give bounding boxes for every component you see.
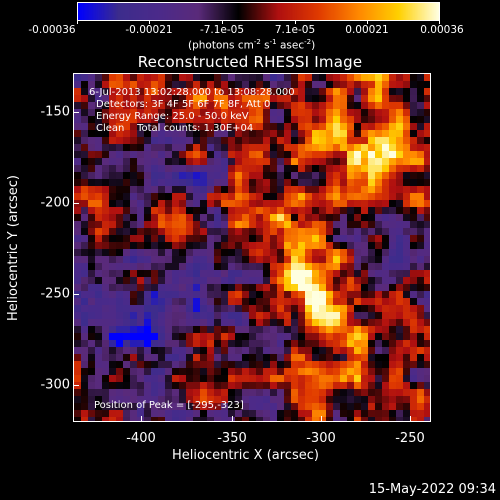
ytick-mark — [73, 385, 79, 386]
ytick-label: -150 — [40, 104, 70, 120]
xtick-label: -350 — [217, 431, 247, 446]
ytick-label: -250 — [40, 286, 70, 302]
ytick-mark — [73, 294, 79, 295]
ytick-label: -200 — [40, 195, 70, 211]
ytick-mark — [73, 112, 79, 113]
colorbar-label: -0.00021 — [125, 24, 173, 36]
xtick-mark — [410, 416, 411, 422]
colorbar-tick — [149, 20, 150, 24]
y-axis-label: Heliocentric Y (arcsec) — [6, 175, 22, 321]
info-clean: Clean Total counts: 1.30E+04 — [96, 123, 254, 134]
colorbar-label: -7.1e-05 — [199, 24, 245, 36]
colorbar-label: 0.00021 — [345, 24, 389, 36]
info-energy: Energy Range: 25.0 - 50.0 keV — [96, 111, 249, 122]
xtick-mark — [141, 416, 142, 422]
colorbar-units: (photons cm-2 s-1 asec-2) — [188, 38, 316, 52]
xtick-mark — [321, 416, 322, 422]
info-detectors: Detectors: 3F 4F 5F 6F 7F 8F, Att 0 — [96, 99, 271, 110]
xtick-label: -400 — [126, 431, 156, 446]
colorbar-tick — [222, 20, 223, 24]
ytick-mark — [73, 203, 79, 204]
colorbar-tick — [295, 20, 296, 24]
colorbar-label: 0.00036 — [420, 24, 464, 36]
colorbar-gradient — [78, 3, 439, 20]
colorbar-label: 7.1e-05 — [274, 24, 316, 36]
xtick-mark — [232, 416, 233, 422]
plot-title: Reconstructed RHESSI Image — [137, 53, 363, 71]
colorbar-label: -0.00036 — [28, 24, 76, 36]
peak-position: Position of Peak = [-295,-323] — [94, 400, 244, 411]
colorbar-tick — [367, 20, 368, 24]
timestamp: 15-May-2022 09:34 — [368, 482, 496, 497]
image-plot[interactable]: 6-Jul-2013 13:02:28.000 to 13:08:28.000 … — [73, 73, 431, 422]
xtick-label: -250 — [395, 431, 425, 446]
heatmap-image — [74, 74, 430, 421]
x-axis-label: Heliocentric X (arcsec) — [172, 448, 319, 463]
colorbar — [77, 2, 440, 21]
ytick-label: -300 — [40, 377, 70, 393]
colorbar-tick — [439, 20, 440, 24]
info-time-range: 6-Jul-2013 13:02:28.000 to 13:08:28.000 — [89, 87, 295, 98]
colorbar-tick — [77, 20, 78, 24]
xtick-label: -300 — [306, 431, 336, 446]
